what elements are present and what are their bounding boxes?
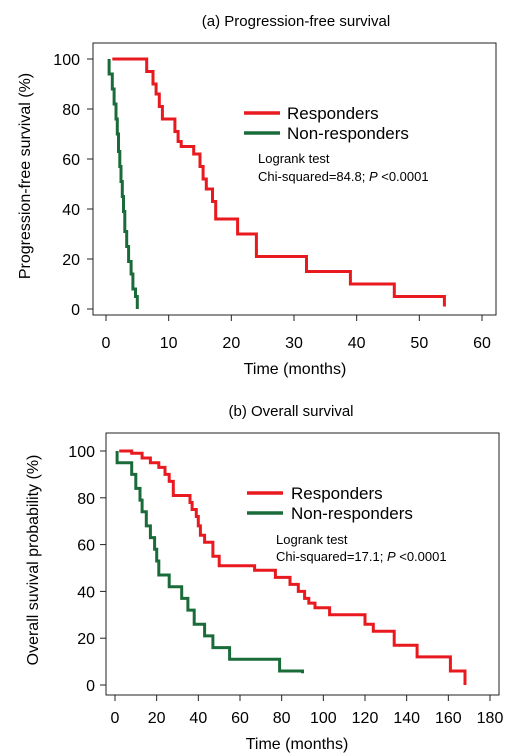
panel-b-x-tick-label: 60 — [231, 710, 249, 727]
panel-a-x-tick-label: 10 — [160, 335, 178, 352]
panel-a-p-value: <0.0001 — [378, 169, 429, 184]
panel-a-legend-label-responders: Responders — [287, 104, 379, 123]
panel-b-legend-label-responders: Responders — [291, 484, 383, 503]
panel-b-p-value: <0.0001 — [396, 549, 447, 564]
panel-a-series-non-responders — [107, 59, 139, 309]
panel-b-x-tick-label: 140 — [393, 710, 420, 727]
panel-b-y-tick-label: 40 — [77, 584, 95, 601]
panel-b-x-tick-label: 100 — [310, 710, 337, 727]
panel-a-x-axis: 0 10 20 30 40 50 60 — [102, 315, 491, 352]
panel-a-y-tick-label: 100 — [53, 52, 80, 69]
panel-b-series-non-responders — [115, 451, 304, 674]
panel-a-y-axis-label: Progression-free survival (%) — [17, 73, 34, 279]
panel-a-x-tick-label: 0 — [102, 335, 111, 352]
panel-b-x-axis-label: Time (months) — [246, 736, 349, 753]
panel-b-x-tick-label: 20 — [148, 710, 166, 727]
panel-a-logrank-stat: Chi-squared=84.8; P <0.0001 — [258, 169, 429, 184]
panel-b-x-tick-label: 80 — [273, 710, 291, 727]
panel-b-legend-label-non-responders: Non-responders — [291, 504, 413, 523]
panel-a-x-axis-label: Time (months) — [244, 361, 347, 378]
panel-b-x-tick-label: 120 — [352, 710, 379, 727]
panel-a-title: (a) Progression-free survival — [202, 13, 390, 30]
panel-a-x-tick-label: 60 — [473, 335, 491, 352]
panel-a-series-responders — [112, 57, 446, 307]
panel-a-x-tick-label: 40 — [348, 335, 366, 352]
panel-b-y-tick-label: 20 — [77, 631, 95, 648]
panel-b-series-responders — [119, 449, 467, 685]
panel-b-y-tick-label: 100 — [68, 444, 95, 461]
panel-b-x-tick-label: 160 — [435, 710, 462, 727]
panel-b-x-axis: 0 20 40 60 80 100 120 140 160 180 — [111, 695, 504, 727]
panel-a-series — [107, 57, 446, 309]
panel-b-plot-frame — [105, 432, 500, 696]
panel-b-logrank-label: Logrank test — [276, 532, 348, 547]
panel-a-legend: Responders Non-responders — [244, 104, 409, 143]
panel-a-y-tick-label: 80 — [62, 102, 80, 119]
panel-a-logrank-label: Logrank test — [258, 151, 330, 166]
panel-b-p-symbol: P — [387, 549, 396, 564]
panel-b-x-tick-label: 0 — [111, 710, 120, 727]
panel-b-y-axis-label: Overall suvival probability (%) — [25, 455, 42, 666]
panel-a-progression-free-survival: (a) Progression-free survival 0 10 20 30 40 5… — [17, 13, 497, 378]
panel-a-y-tick-label: 60 — [62, 152, 80, 169]
panel-b-y-tick-label: 60 — [77, 538, 95, 555]
panel-b-y-tick-label: 0 — [86, 678, 95, 695]
panel-a-x-tick-label: 50 — [410, 335, 428, 352]
panel-a-x-tick-label: 30 — [285, 335, 303, 352]
panel-a-y-tick-label: 20 — [62, 252, 80, 269]
panel-b-y-axis: 0 20 40 60 80 100 — [68, 444, 106, 695]
panel-a-x-tick-label: 20 — [222, 335, 240, 352]
panel-b-x-tick-label: 40 — [189, 710, 207, 727]
panel-a-legend-label-non-responders: Non-responders — [287, 124, 409, 143]
panel-a-y-tick-label: 0 — [71, 302, 80, 319]
panel-b-y-tick-label: 80 — [77, 491, 95, 508]
panel-b-legend: Responders Non-responders — [247, 484, 413, 523]
panel-b-overall-survival: (b) Overall survival 0 20 40 60 80 100 120 140 1… — [25, 403, 503, 753]
panel-b-series — [115, 449, 467, 685]
panel-a-chi-squared: Chi-squared=84.8; — [258, 169, 369, 184]
panel-b-title: (b) Overall survival — [228, 403, 353, 420]
panel-a-y-axis: 0 20 40 60 80 100 — [53, 52, 93, 319]
panel-a-y-tick-label: 40 — [62, 202, 80, 219]
panel-b-chi-squared: Chi-squared=17.1; — [276, 549, 387, 564]
panel-b-logrank-stat: Chi-squared=17.1; P <0.0001 — [276, 549, 447, 564]
panel-a-p-symbol: P — [369, 169, 378, 184]
panel-b-x-tick-label: 180 — [477, 710, 504, 727]
